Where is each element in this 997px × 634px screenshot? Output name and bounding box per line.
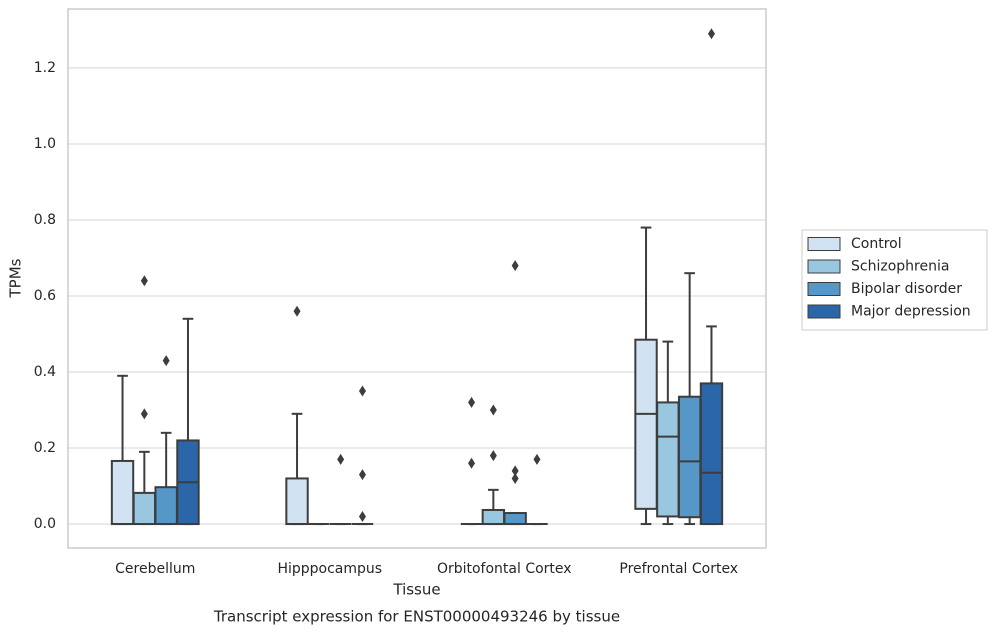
outlier (140, 275, 148, 287)
legend-swatch (807, 259, 841, 274)
outlier (511, 465, 519, 477)
box (699, 382, 724, 526)
y-tick-label: 0.2 (34, 440, 56, 456)
outlier (337, 453, 345, 465)
outlier (468, 457, 476, 469)
box (110, 459, 135, 526)
legend-swatch (807, 304, 841, 319)
plot-frame (67, 8, 767, 549)
outlier (511, 260, 519, 272)
chart-title: Transcript expression for ENST0000049324… (213, 608, 620, 626)
y-tick-label: 0.4 (34, 364, 56, 380)
legend-label: Bipolar disorder (851, 281, 962, 297)
y-tick-label: 0.6 (34, 288, 56, 304)
outlier (468, 396, 476, 408)
outlier (707, 28, 715, 40)
box (154, 486, 178, 526)
box (634, 338, 658, 510)
outlier (489, 404, 497, 416)
legend-label: Control (851, 236, 902, 252)
x-tick-label: Orbitofontal Cortex (437, 561, 572, 577)
x-tick-label: Cerebellum (115, 561, 195, 577)
legend-swatch (807, 237, 841, 251)
outlier (293, 305, 301, 317)
legend-swatch (807, 282, 841, 296)
outlier (533, 453, 541, 465)
y-tick-label: 0.8 (34, 212, 56, 228)
outlier (489, 450, 497, 462)
outlier (140, 408, 148, 420)
x-tick-label: Prefrontal Cortex (619, 561, 738, 577)
box (132, 491, 157, 526)
outlier (511, 472, 519, 484)
box (285, 477, 309, 526)
y-tick-label: 1.0 (34, 136, 56, 152)
box (656, 401, 680, 518)
outlier (358, 510, 366, 522)
legend-label: Schizophrenia (851, 259, 949, 275)
x-axis-label: Tissue (392, 581, 440, 599)
box (677, 395, 702, 519)
box (503, 512, 527, 526)
y-tick-label: 1.2 (34, 60, 56, 76)
legend-label: Major depression (851, 304, 971, 320)
box (481, 508, 506, 526)
outlier (358, 385, 366, 397)
x-tick-label: Hipppocampus (277, 561, 382, 577)
y-axis-label: TPMs (7, 258, 25, 298)
y-tick-label: 0.0 (34, 516, 56, 532)
outlier (358, 469, 366, 481)
outlier (162, 355, 170, 367)
